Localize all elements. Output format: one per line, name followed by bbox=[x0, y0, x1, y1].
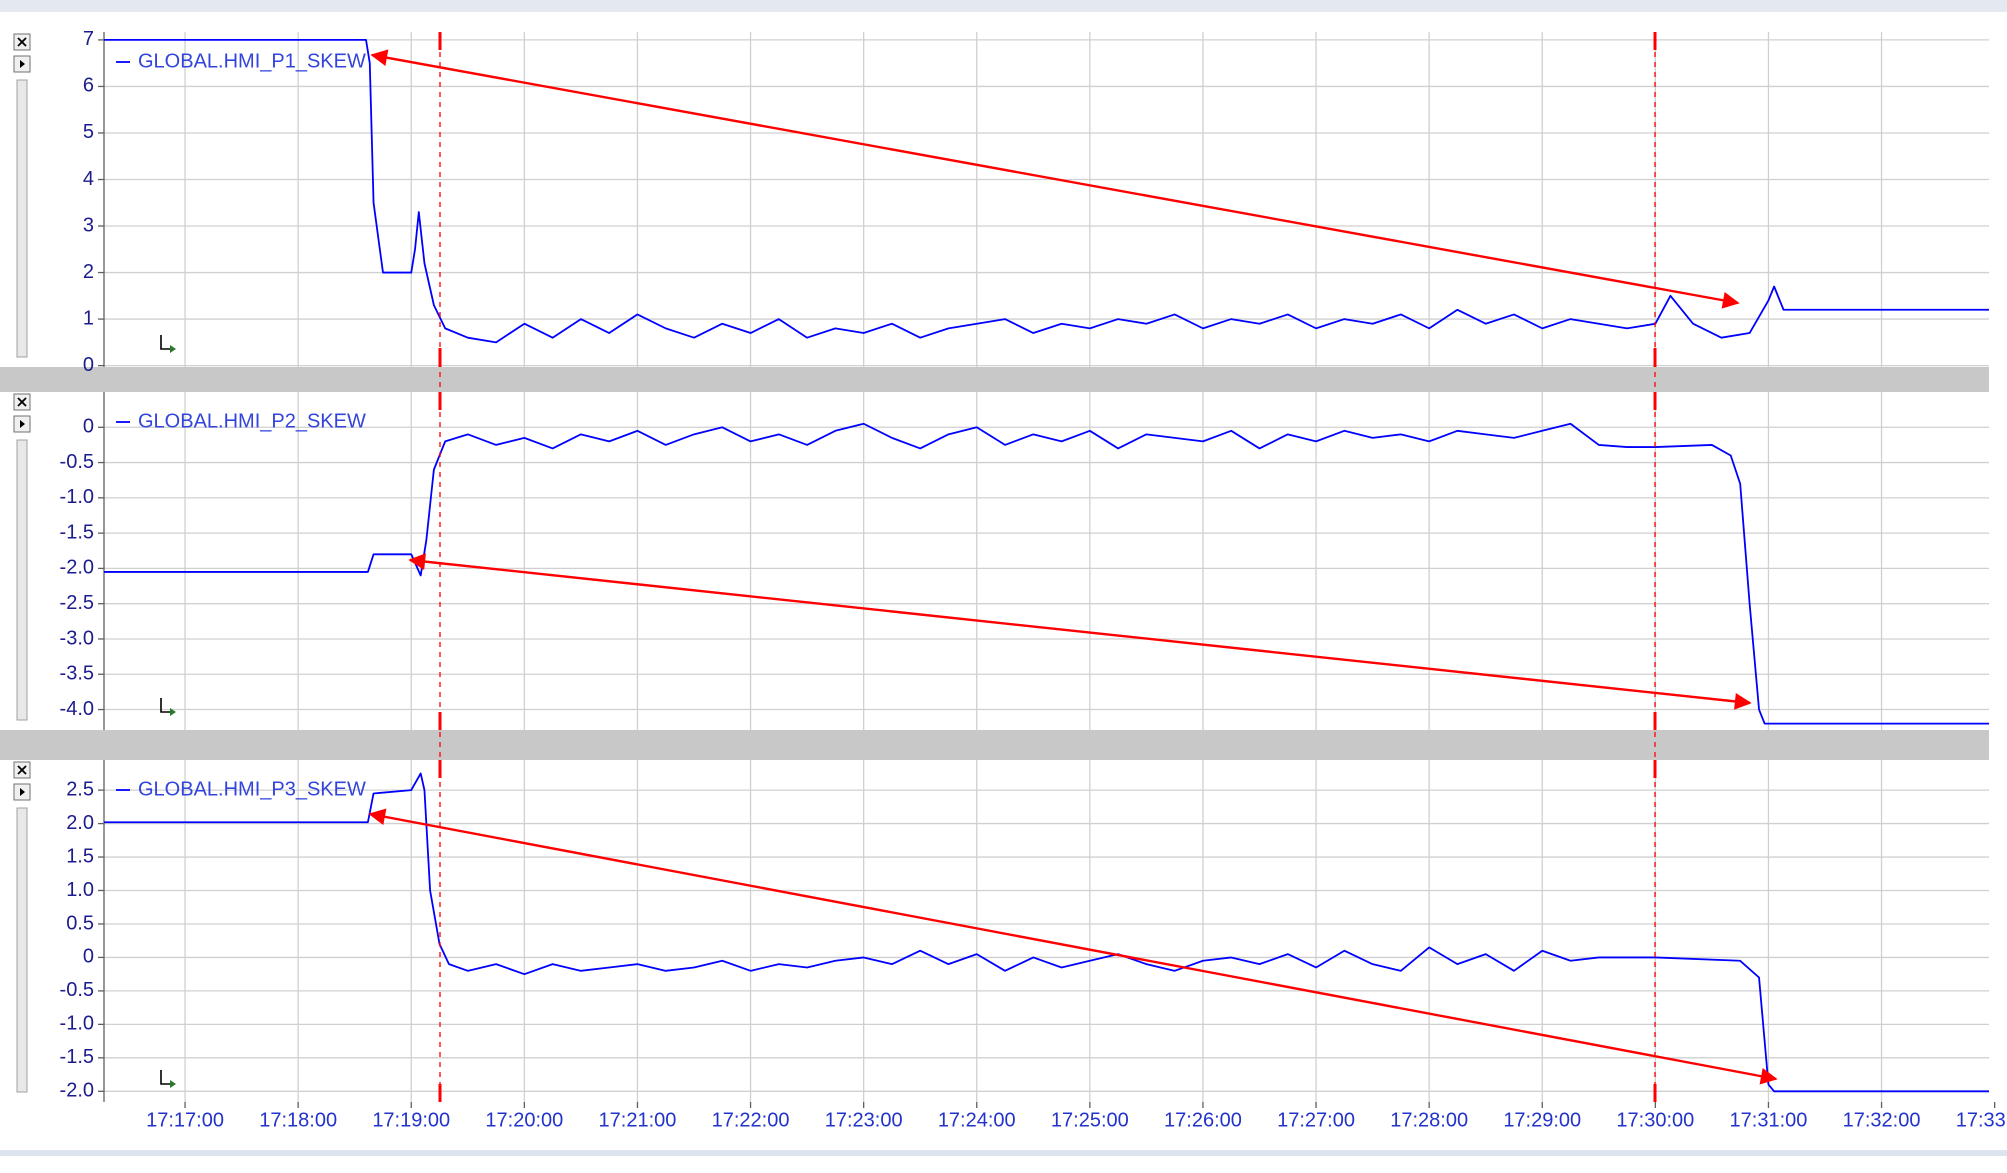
x-tick-label: 17:23:00 bbox=[825, 1109, 903, 1131]
panel-separator bbox=[0, 367, 1989, 392]
arrow bbox=[370, 49, 1740, 309]
x-tick-label: 17:21:00 bbox=[599, 1109, 677, 1131]
legend-label: GLOBAL.HMI_P2_SKEW bbox=[138, 410, 366, 432]
trend-panel: 2.5 2.0 1.5 1.0 0.5 0 -0.5 -1.0 -1.5 -2.0 GLOBAL.H… bbox=[60, 760, 2007, 1131]
x-tick-label: 17:17:00 bbox=[146, 1109, 224, 1131]
x-tick-label: 17:26:00 bbox=[1164, 1109, 1242, 1131]
trend-panel: 0 -0.5 -1.0 -1.5 -2.0 -2.5 -3.0 -3.5 -4.0 GLOBAL.… bbox=[60, 392, 1989, 730]
bottom-border bbox=[0, 1150, 2007, 1156]
close-icon bbox=[17, 397, 27, 407]
y-tick-label: -0.5 bbox=[60, 979, 94, 1001]
arrow bbox=[408, 553, 1752, 710]
x-tick-label: 17:25:00 bbox=[1051, 1109, 1129, 1131]
legend-label: GLOBAL.HMI_P3_SKEW bbox=[138, 778, 366, 800]
y-tick-label: -3.0 bbox=[60, 627, 94, 649]
annotations bbox=[368, 32, 1778, 1102]
x-tick-label: 17:31:00 bbox=[1730, 1109, 1808, 1131]
y-tick-label: -1.5 bbox=[60, 521, 94, 543]
arrow bbox=[368, 808, 1778, 1085]
x-tick-label: 17:18:00 bbox=[259, 1109, 337, 1131]
x-tick-label: 17:20:00 bbox=[485, 1109, 563, 1131]
marker-icon-head bbox=[170, 345, 176, 353]
title-strip bbox=[0, 0, 2007, 12]
panel-separator bbox=[0, 730, 1989, 760]
trend-line bbox=[104, 422, 1989, 725]
x-tick-label: 17:32:00 bbox=[1843, 1109, 1921, 1131]
trend-panel: 0 1 2 3 4 5 6 7 GLOBAL.HMI_P1_SKEW bbox=[83, 28, 1989, 376]
y-tick-label: 3 bbox=[83, 214, 94, 236]
y-tick-label: -1.0 bbox=[60, 1013, 94, 1035]
y-tick-label: 0 bbox=[83, 946, 94, 968]
y-tick-label: -1.0 bbox=[60, 486, 94, 508]
y-tick-label: 0.5 bbox=[66, 912, 94, 934]
panel-controls bbox=[13, 33, 31, 1093]
x-tick-label: 17:28:00 bbox=[1390, 1109, 1468, 1131]
y-tick-label: 6 bbox=[83, 75, 94, 97]
y-tick-label: -2.5 bbox=[60, 592, 94, 614]
close-icon bbox=[17, 765, 27, 775]
expand-icon bbox=[20, 60, 25, 68]
y-tick-label: -2.0 bbox=[60, 557, 94, 579]
y-tick-label: 4 bbox=[83, 168, 94, 190]
x-tick-label: 17:22:00 bbox=[712, 1109, 790, 1131]
plot-area bbox=[104, 32, 1989, 367]
y-tick-label: 2 bbox=[83, 261, 94, 283]
panel-slider[interactable] bbox=[16, 807, 28, 1093]
y-tick-label: -2.0 bbox=[60, 1080, 94, 1102]
panel-slider[interactable] bbox=[16, 79, 28, 358]
y-tick-label: 0 bbox=[83, 416, 94, 438]
plot-area bbox=[104, 760, 1989, 1102]
y-tick-label: 1.0 bbox=[66, 879, 94, 901]
marker-icon-head bbox=[170, 708, 176, 716]
x-tick-label: 17:19:00 bbox=[372, 1109, 450, 1131]
y-tick-label: 1.5 bbox=[66, 845, 94, 867]
y-tick-label: 2.5 bbox=[66, 778, 94, 800]
marker-icon-head bbox=[170, 1080, 176, 1088]
plot-area bbox=[104, 392, 1989, 730]
x-tick-label: 17:33:00 bbox=[1956, 1109, 2007, 1131]
panel-slider[interactable] bbox=[16, 439, 28, 721]
y-tick-label: -3.5 bbox=[60, 663, 94, 685]
x-tick-label: 17:29:00 bbox=[1503, 1109, 1581, 1131]
y-tick-label: -1.5 bbox=[60, 1046, 94, 1068]
x-tick-label: 17:27:00 bbox=[1277, 1109, 1355, 1131]
y-tick-label: 2.0 bbox=[66, 812, 94, 834]
marker-icon bbox=[160, 335, 171, 350]
y-tick-label: -0.5 bbox=[60, 451, 94, 473]
legend-label: GLOBAL.HMI_P1_SKEW bbox=[138, 50, 366, 72]
x-tick-label: 17:30:00 bbox=[1616, 1109, 1694, 1131]
marker-icon bbox=[160, 1070, 171, 1085]
y-tick-label: 0 bbox=[83, 354, 94, 376]
arrows bbox=[368, 49, 1778, 1085]
expand-icon bbox=[20, 788, 25, 796]
x-tick-label: 17:24:00 bbox=[938, 1109, 1016, 1131]
y-tick-label: 5 bbox=[83, 121, 94, 143]
trend-line bbox=[104, 39, 1989, 344]
y-tick-label: -4.0 bbox=[60, 698, 94, 720]
y-tick-label: 1 bbox=[83, 307, 94, 329]
cursor-ticks bbox=[438, 32, 1657, 1102]
marker-icon bbox=[160, 698, 171, 713]
y-tick-label: 7 bbox=[83, 28, 94, 50]
expand-icon bbox=[20, 420, 25, 428]
close-icon bbox=[17, 37, 27, 47]
